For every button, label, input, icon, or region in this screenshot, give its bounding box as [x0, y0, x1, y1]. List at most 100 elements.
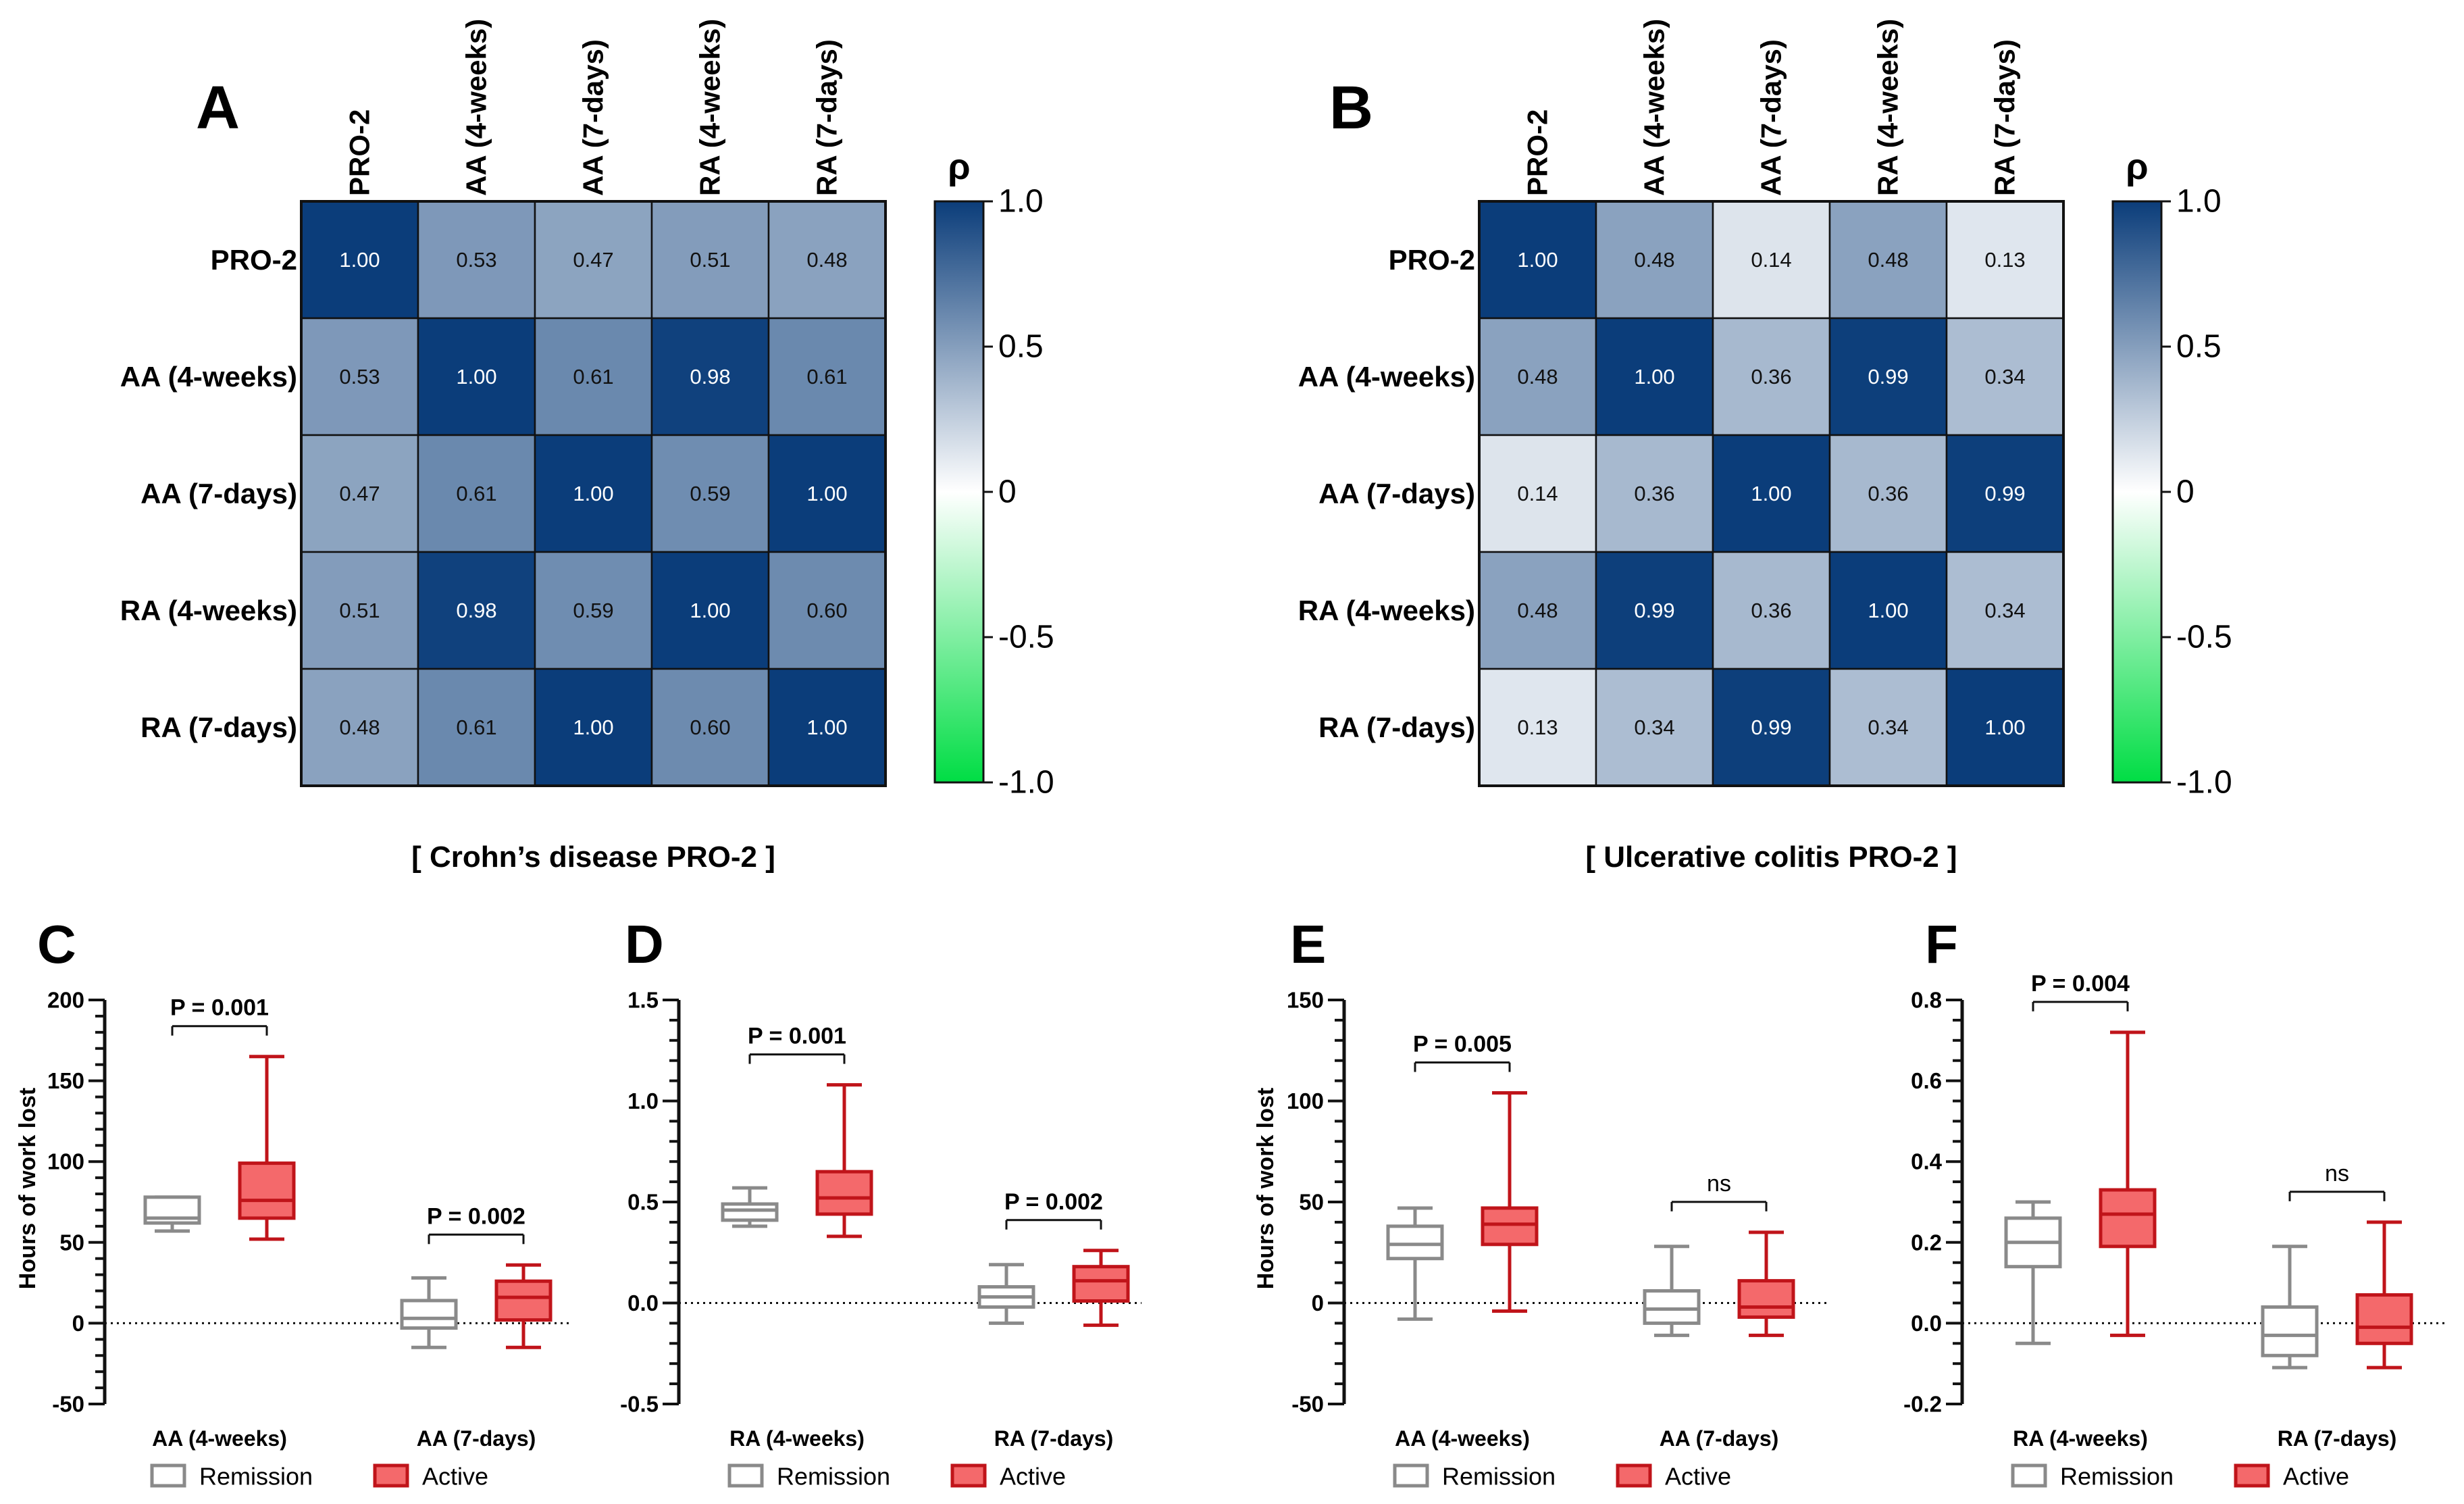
legend-label-remission: Remission — [777, 1463, 890, 1490]
heatmap-cell — [300, 200, 419, 320]
x-group-label: AA (7-days) — [1660, 1426, 1779, 1451]
heatmap-cell — [1478, 200, 1597, 320]
cell-value: 1.00 — [573, 716, 613, 739]
boxplot-panel-d: D -0.5 0.0 0.5 1.0 1.5 P = 0.001 RA (4-weeks) P … — [620, 914, 1141, 1490]
boxplot-panel-f: F -0.2 0.0 0.2 0.4 0.6 0.8 P = 0.004 RA (4-weeks… — [1903, 914, 2448, 1490]
colorbar-tick-label: -1.0 — [2176, 765, 2232, 801]
legend-swatch-remission — [2011, 1463, 2047, 1488]
significance-label: P = 0.002 — [1004, 1189, 1103, 1215]
panel-letter: E — [1290, 914, 1326, 974]
significance-label: P = 0.005 — [1413, 1032, 1512, 1057]
box-active — [494, 1263, 553, 1349]
heatmap-cell — [417, 551, 536, 670]
panel-caption: [ Crohn’s disease PRO-2 ] — [411, 841, 775, 874]
box-iqr — [1072, 1265, 1130, 1303]
box-remission — [143, 1195, 201, 1233]
heatmap-cell — [650, 434, 770, 553]
cell-value: 0.61 — [456, 482, 496, 505]
heatmap-cell — [1595, 317, 1714, 436]
heatmap-cell — [534, 551, 653, 670]
y-tick-label: 0 — [1312, 1290, 1324, 1315]
row-label: RA (7-days) — [1318, 711, 1475, 743]
cell-value: 1.00 — [1984, 716, 2025, 739]
colorbar-tick-label: 0 — [2176, 474, 2194, 510]
box-iqr — [2099, 1188, 2157, 1249]
row-label: AA (7-days) — [1318, 478, 1475, 509]
cell-value: 0.59 — [573, 599, 613, 622]
box-active — [1072, 1249, 1130, 1327]
legend-label-remission: Remission — [2060, 1463, 2174, 1490]
box-iqr — [400, 1299, 458, 1330]
heatmap-cell — [650, 200, 770, 320]
cell-value: 0.34 — [1868, 716, 1908, 739]
colorbar — [2111, 200, 2163, 784]
cell-value: 0.61 — [573, 365, 613, 388]
legend-swatch-active — [1616, 1463, 1652, 1488]
cell-value: 0.36 — [1868, 482, 1908, 505]
cell-value: 0.48 — [1868, 248, 1908, 272]
significance-label: P = 0.001 — [748, 1024, 846, 1049]
y-tick-label: 0.8 — [1911, 988, 1942, 1013]
heatmap-cell — [300, 317, 419, 436]
row-label: AA (4-weeks) — [1298, 361, 1475, 393]
y-tick-label: 1.5 — [627, 988, 659, 1013]
significance-label: P = 0.004 — [2031, 971, 2130, 997]
column-label: RA (4-weeks) — [694, 19, 726, 196]
cell-value: 0.98 — [690, 365, 730, 388]
heatmap-cell — [1945, 434, 2065, 553]
cell-value: 1.00 — [1751, 482, 1791, 505]
cell-value: 0.48 — [1517, 599, 1558, 622]
heatmap-cell — [1945, 200, 2065, 320]
y-tick-label: -50 — [52, 1392, 84, 1417]
cell-value: 0.34 — [1984, 599, 2025, 622]
colorbar — [933, 200, 985, 784]
heatmap-cell — [1712, 551, 1831, 670]
y-tick-label: 50 — [59, 1230, 84, 1255]
row-label: RA (4-weeks) — [1298, 595, 1475, 626]
significance-label: P = 0.001 — [170, 995, 269, 1021]
legend-swatch-remission — [1393, 1463, 1429, 1488]
cell-value: 0.53 — [456, 248, 496, 272]
significance-label: P = 0.002 — [427, 1203, 525, 1229]
cell-value: 0.47 — [573, 248, 613, 272]
heatmap-cell — [417, 200, 536, 320]
heatmap-cell — [1478, 551, 1597, 670]
box-remission — [2261, 1245, 2319, 1370]
y-axis-label: Hours of work lost — [1253, 1088, 1279, 1289]
box-remission — [721, 1186, 779, 1228]
cell-value: 1.00 — [806, 482, 847, 505]
box-iqr — [721, 1202, 779, 1222]
cell-value: 1.00 — [690, 599, 730, 622]
column-label: RA (7-days) — [811, 39, 843, 196]
row-label: PRO-2 — [211, 244, 297, 276]
cell-value: 0.51 — [690, 248, 730, 272]
panel-caption: [ Ulcerative colitis PRO-2 ] — [1585, 841, 1957, 874]
colorbar-tick-label: -0.5 — [2176, 620, 2232, 655]
cell-value: 0.59 — [690, 482, 730, 505]
heatmap-cell — [767, 551, 887, 670]
row-label: AA (7-days) — [140, 478, 297, 509]
boxplot-panel-c: C -50 0 50 100 150 200 Hours of work lost P = 0.… — [15, 914, 569, 1490]
y-tick-label: 200 — [47, 988, 84, 1013]
x-group-label: RA (4-weeks) — [729, 1426, 865, 1451]
cell-value: 0.53 — [339, 365, 380, 388]
colorbar-tick-label: 0 — [998, 474, 1017, 510]
row-label: RA (4-weeks) — [120, 595, 297, 626]
cell-value: 0.60 — [690, 716, 730, 739]
box-iqr — [2355, 1293, 2413, 1345]
cell-value: 0.48 — [806, 248, 847, 272]
colorbar-tick-label: -1.0 — [998, 765, 1054, 801]
heatmap-border — [300, 200, 887, 787]
heatmap-cell — [534, 668, 653, 787]
y-tick-label: 0.0 — [1911, 1311, 1942, 1336]
panel-letter: D — [625, 914, 664, 974]
heatmap-cell — [650, 551, 770, 670]
legend-label-active: Active — [422, 1463, 488, 1490]
cell-value: 0.47 — [339, 482, 380, 505]
box-iqr — [1737, 1279, 1795, 1319]
cell-value: 0.14 — [1517, 482, 1558, 505]
legend-swatch-active — [2234, 1463, 2270, 1488]
cell-value: 0.51 — [339, 599, 380, 622]
box-remission — [2004, 1200, 2062, 1345]
